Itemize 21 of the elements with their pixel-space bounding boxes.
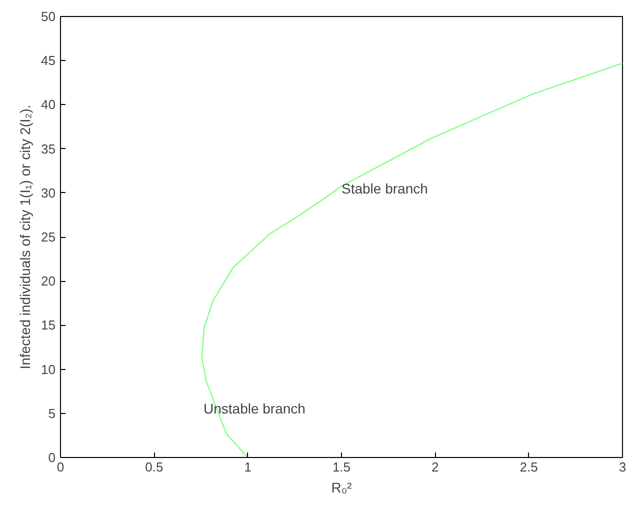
x-tick-label: 1 bbox=[244, 460, 252, 474]
y-tick-label: 0 bbox=[48, 450, 56, 465]
y-tick-label: 30 bbox=[41, 185, 56, 200]
x-tick-label: 3 bbox=[618, 460, 626, 474]
y-tick-label: 35 bbox=[41, 141, 56, 156]
y-tick-label: 5 bbox=[48, 406, 56, 421]
x-tick-label: 2 bbox=[432, 460, 439, 474]
y-tick-label: 40 bbox=[41, 97, 56, 112]
y-axis-title: Infected individuals of city 1(I₁) or city 2(I₂). bbox=[17, 104, 34, 370]
y-tick-label: 45 bbox=[41, 53, 56, 68]
x-tick-label: 1.5 bbox=[332, 460, 351, 474]
y-tick-label: 25 bbox=[41, 230, 56, 244]
y-tick-label: 50 bbox=[41, 9, 56, 24]
x-axis-title: R₀² bbox=[331, 480, 352, 496]
x-tick-label: 0.5 bbox=[145, 460, 164, 474]
x-tick-label: 2.5 bbox=[520, 460, 538, 474]
y-tick-label: 10 bbox=[41, 362, 56, 377]
annotation: Stable branch bbox=[342, 180, 428, 196]
y-tick-label: 15 bbox=[41, 318, 56, 333]
y-tick-label: 20 bbox=[41, 274, 56, 289]
line-series bbox=[201, 62, 622, 458]
